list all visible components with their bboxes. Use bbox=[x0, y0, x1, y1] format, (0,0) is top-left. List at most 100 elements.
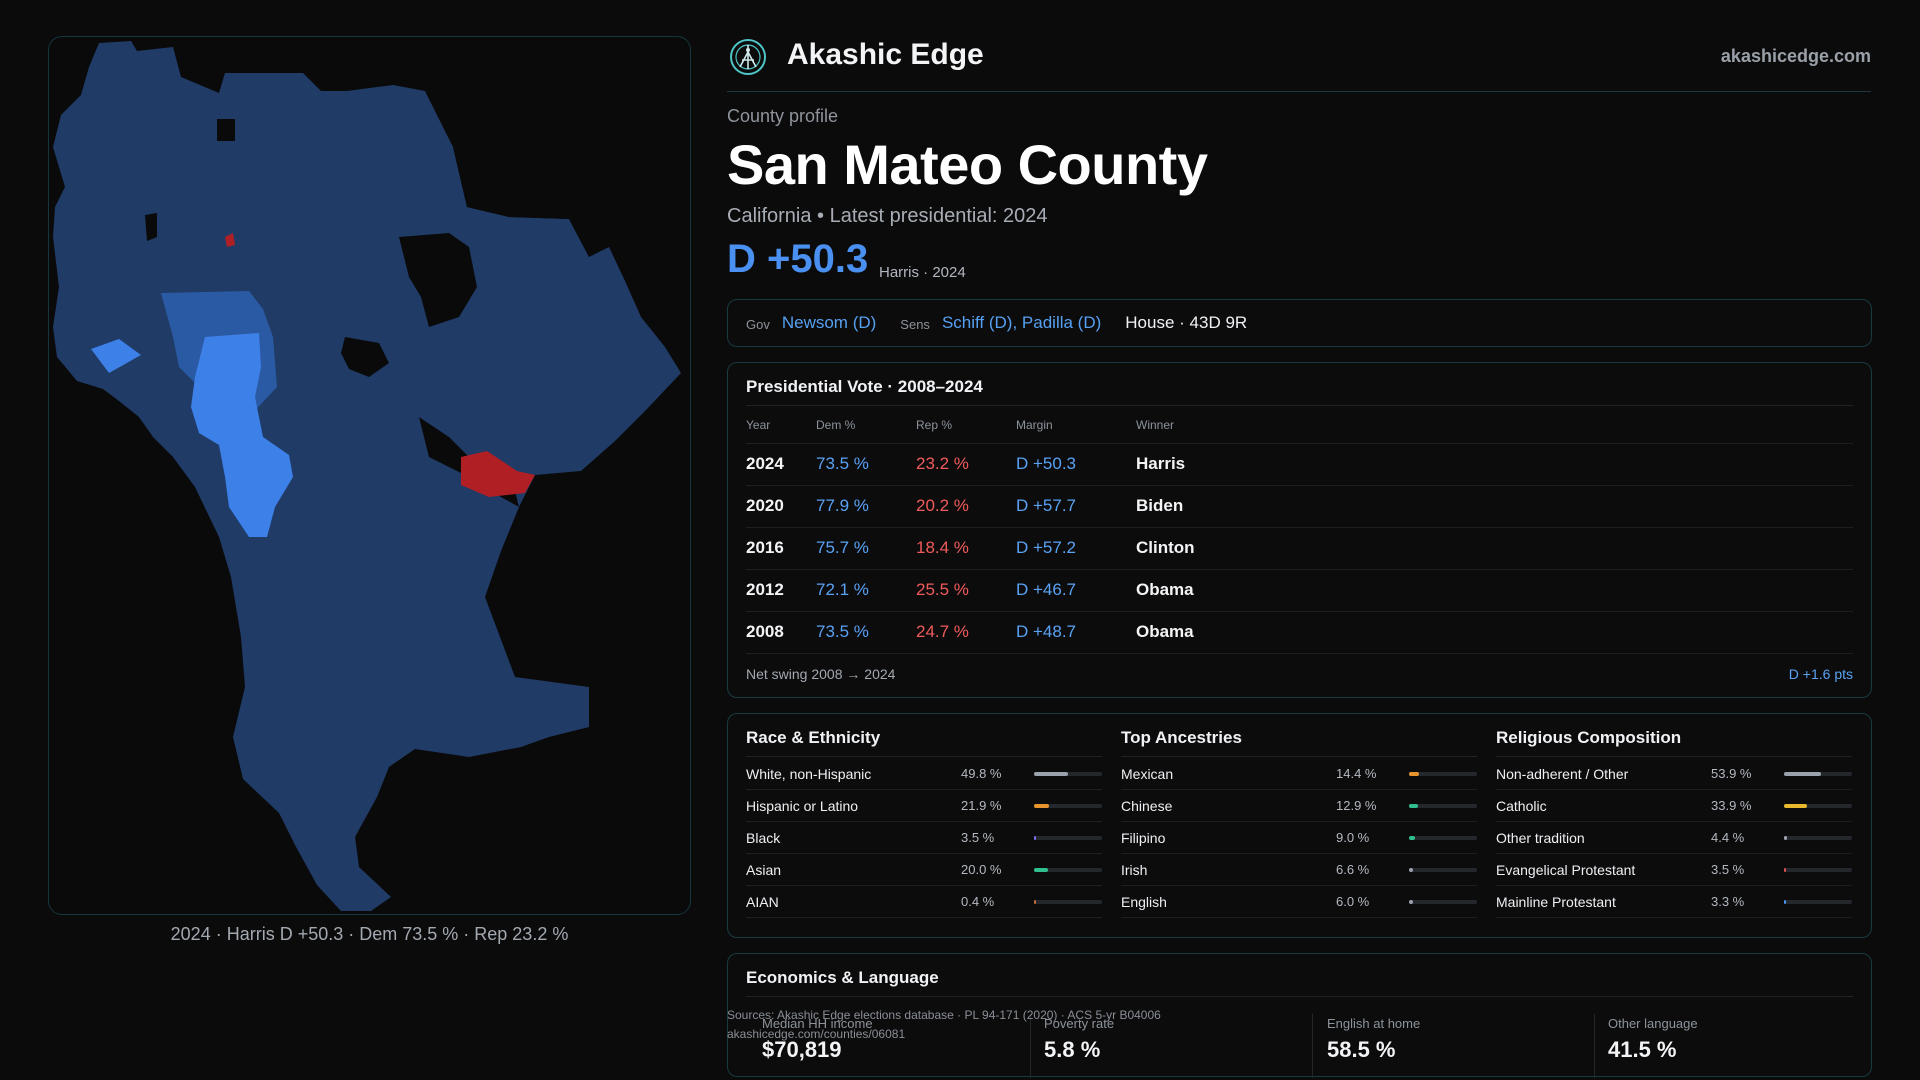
demographic-row[interactable]: Black 3.5 % bbox=[746, 822, 1102, 854]
demographic-row[interactable]: Non-adherent / Other 53.9 % bbox=[1496, 758, 1852, 790]
share-bar-fill bbox=[1784, 868, 1787, 872]
demographic-row[interactable]: Hispanic or Latino 21.9 % bbox=[746, 790, 1102, 822]
cell-year: 2016 bbox=[746, 526, 816, 569]
cell-dem: 73.5 % bbox=[816, 442, 916, 485]
demographic-row[interactable]: Chinese 12.9 % bbox=[1121, 790, 1477, 822]
rep-tract[interactable] bbox=[461, 451, 535, 497]
share-bar-fill bbox=[1784, 900, 1787, 904]
demographics-card: Race & Ethnicity White, non-Hispanic 49.8… bbox=[727, 713, 1872, 938]
demographic-row[interactable]: Other tradition 4.4 % bbox=[1496, 822, 1852, 854]
cell-rep: 24.7 % bbox=[916, 610, 1016, 654]
cell-dem: 75.7 % bbox=[816, 526, 916, 569]
sources-footer: Sources: Akashic Edge elections database… bbox=[727, 1006, 1161, 1044]
water-body bbox=[341, 337, 389, 377]
water-body bbox=[145, 213, 157, 241]
col-header-rep[interactable]: Rep % bbox=[916, 417, 953, 432]
demographic-row[interactable]: AIAN 0.4 % bbox=[746, 886, 1102, 918]
metric-value: 41.5 % bbox=[1608, 1037, 1677, 1062]
dem-strong-tract[interactable] bbox=[91, 339, 141, 373]
senators-link[interactable]: Schiff (D), Padilla (D) bbox=[941, 313, 1102, 332]
demographic-row[interactable]: English 6.0 % bbox=[1121, 886, 1477, 918]
governor-link[interactable]: Newsom (D) bbox=[781, 313, 877, 332]
metric-other-language: Other language 41.5 % bbox=[1608, 1016, 1878, 1063]
cell-dem: 72.1 % bbox=[816, 568, 916, 611]
cell-rep: 18.4 % bbox=[916, 526, 1016, 569]
bay-water bbox=[453, 147, 589, 257]
demographic-name: Irish bbox=[1121, 862, 1148, 878]
dem-strong-tract[interactable] bbox=[191, 333, 293, 537]
latest-margin: D +50.3 bbox=[727, 237, 869, 281]
akashic-logo-icon[interactable] bbox=[729, 38, 767, 76]
county-map-panel[interactable] bbox=[48, 36, 691, 915]
demographic-percent: 3.5 % bbox=[961, 830, 995, 845]
demographic-name: Hispanic or Latino bbox=[746, 798, 859, 814]
latest-margin-note: Harris · 2024 bbox=[879, 264, 966, 281]
table-row[interactable]: 2012 72.1 % 25.5 % D +46.7 Obama bbox=[746, 568, 1853, 611]
demographic-row[interactable]: Mexican 14.4 % bbox=[1121, 758, 1477, 790]
brand-name[interactable]: Akashic Edge bbox=[787, 38, 984, 71]
demographic-row[interactable]: Asian 20.0 % bbox=[746, 854, 1102, 886]
table-row[interactable]: 2020 77.9 % 20.2 % D +57.7 Biden bbox=[746, 484, 1853, 527]
ancestries-title: Top Ancestries bbox=[1121, 728, 1242, 747]
share-bar-track bbox=[1034, 836, 1102, 840]
ancestries-column: Top Ancestries Mexican 14.4 % Chinese 12.9 … bbox=[1121, 714, 1477, 937]
gov-label: Gov bbox=[746, 317, 770, 332]
cell-year: 2024 bbox=[746, 442, 816, 485]
table-row[interactable]: 2008 73.5 % 24.7 % D +48.7 Obama bbox=[746, 610, 1853, 654]
site-url[interactable]: akashicedge.com bbox=[1720, 46, 1871, 66]
demographic-name: Mainline Protestant bbox=[1496, 894, 1616, 910]
cell-year: 2008 bbox=[746, 610, 816, 654]
divider bbox=[1121, 756, 1477, 757]
share-bar-fill bbox=[1784, 772, 1821, 776]
economics-card: Economics & Language Median HH income $7… bbox=[727, 953, 1872, 1078]
col-header-year[interactable]: Year bbox=[746, 417, 771, 432]
religion-title: Religious Composition bbox=[1496, 728, 1682, 747]
demographic-row[interactable]: Filipino 9.0 % bbox=[1121, 822, 1477, 854]
demographic-row[interactable]: White, non-Hispanic 49.8 % bbox=[746, 758, 1102, 790]
water-body bbox=[217, 119, 235, 141]
demographic-name: English bbox=[1121, 894, 1167, 910]
metric-median-income: Median HH income $70,819 bbox=[762, 1016, 1032, 1063]
share-bar-track bbox=[1409, 772, 1477, 776]
county-map[interactable] bbox=[49, 37, 691, 915]
col-header-dem[interactable]: Dem % bbox=[816, 417, 856, 432]
religion-column: Religious Composition Non-adherent / Oth… bbox=[1496, 714, 1852, 937]
demographic-percent: 9.0 % bbox=[1336, 830, 1370, 845]
col-header-margin[interactable]: Margin bbox=[1016, 417, 1053, 432]
divider bbox=[746, 996, 1853, 997]
permalink[interactable]: akashicedge.com/counties/06081 bbox=[727, 1027, 906, 1041]
rep-tract[interactable] bbox=[225, 233, 235, 247]
cell-margin: D +46.7 bbox=[1016, 568, 1136, 611]
economics-title: Economics & Language bbox=[746, 968, 939, 987]
demographic-name: Black bbox=[746, 830, 781, 846]
divider bbox=[1312, 1014, 1313, 1078]
metric-value: 58.5 % bbox=[1327, 1037, 1396, 1062]
county-shape[interactable] bbox=[53, 41, 681, 911]
col-header-winner[interactable]: Winner bbox=[1136, 417, 1175, 432]
share-bar-track bbox=[1409, 836, 1477, 840]
demographic-name: AIAN bbox=[746, 894, 779, 910]
demographic-percent: 0.4 % bbox=[961, 894, 995, 909]
share-bar-fill bbox=[1034, 900, 1037, 904]
cell-year: 2020 bbox=[746, 484, 816, 527]
demographic-percent: 4.4 % bbox=[1711, 830, 1745, 845]
share-bar-track bbox=[1784, 804, 1852, 808]
demographic-name: Asian bbox=[746, 862, 782, 878]
demographic-percent: 21.9 % bbox=[961, 798, 1002, 813]
table-row[interactable]: 2016 75.7 % 18.4 % D +57.2 Clinton bbox=[746, 526, 1853, 569]
demographic-row[interactable]: Irish 6.6 % bbox=[1121, 854, 1477, 886]
demographic-row[interactable]: Mainline Protestant 3.3 % bbox=[1496, 886, 1852, 918]
divider bbox=[1496, 756, 1852, 757]
share-bar-track bbox=[1409, 804, 1477, 808]
cell-dem: 73.5 % bbox=[816, 610, 916, 654]
table-header-row: Year Dem % Rep % Margin Winner bbox=[746, 407, 1853, 443]
table-row[interactable]: 2024 73.5 % 23.2 % D +50.3 Harris bbox=[746, 442, 1853, 485]
race-ethnicity-title: Race & Ethnicity bbox=[746, 728, 881, 747]
demographic-row[interactable]: Evangelical Protestant 3.5 % bbox=[1496, 854, 1852, 886]
demographic-percent: 14.4 % bbox=[1336, 766, 1377, 781]
demographic-percent: 33.9 % bbox=[1711, 798, 1752, 813]
share-bar-track bbox=[1034, 772, 1102, 776]
cell-winner: Clinton bbox=[1136, 526, 1853, 569]
share-bar-track bbox=[1034, 868, 1102, 872]
demographic-row[interactable]: Catholic 33.9 % bbox=[1496, 790, 1852, 822]
